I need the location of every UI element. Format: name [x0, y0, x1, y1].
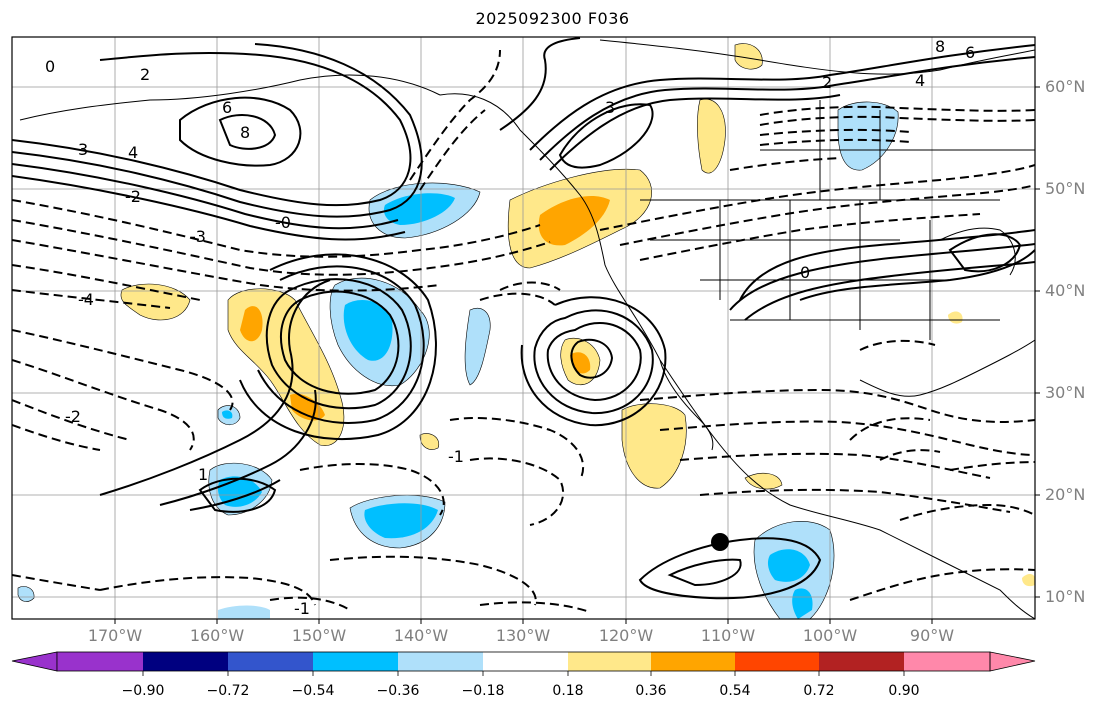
colorbar-label: 0.18 [552, 683, 584, 699]
lat-label: 40°N [1045, 281, 1086, 300]
contour-label: -2 [65, 407, 81, 426]
lon-label: 120°W [598, 626, 654, 645]
contour-label: 1 [198, 465, 208, 484]
contour-label: 8 [240, 123, 250, 142]
colorbar-extend-low [11, 651, 58, 672]
colorbar [11, 651, 1036, 676]
contour-label: -2 [125, 187, 141, 206]
colorbar-label: 0.54 [719, 683, 751, 699]
lon-label: 130°W [495, 626, 551, 645]
colorbar-outline [56, 651, 991, 672]
colorbar-cell [568, 652, 651, 671]
contour-label: -0 [275, 213, 291, 232]
contour-label: 3 [605, 98, 615, 117]
solid-contours [12, 37, 1035, 600]
lat-label: 50°N [1045, 179, 1086, 198]
colorbar-label: 0.72 [803, 683, 835, 699]
colorbar-cell [228, 652, 313, 671]
lon-label: 100°W [802, 626, 858, 645]
colorbar-label: 0.36 [635, 683, 667, 699]
contour-label: 3 [78, 140, 88, 159]
colorbar-label: 0.90 [888, 683, 920, 699]
contour-label: 0 [45, 57, 55, 76]
colorbar-label: −0.54 [291, 683, 335, 699]
dashed-contours [12, 49, 1035, 613]
lon-label: 150°W [291, 626, 347, 645]
colorbar-label: −0.72 [206, 683, 250, 699]
colorbar-cell [143, 652, 228, 671]
lat-label: 60°N [1045, 77, 1086, 96]
lon-label: 170°W [87, 626, 143, 645]
contour-label: 4 [128, 143, 138, 162]
contour-label: 8 [935, 37, 945, 56]
lon-label: 90°W [909, 626, 955, 645]
colorbar-cell [904, 652, 990, 671]
colorbar-cell [398, 652, 483, 671]
lat-label: 30°N [1045, 383, 1086, 402]
coastlines [19, 39, 1035, 619]
lon-label: 140°W [393, 626, 449, 645]
contour-label: 4 [915, 71, 925, 90]
contour-label: -1 [448, 447, 464, 466]
colorbar-extend-high [989, 651, 1036, 672]
colorbar-label: −0.18 [461, 683, 505, 699]
map-title: 2025092300 F036 [475, 9, 630, 28]
axis-ticks [114, 86, 1040, 624]
colorbar-label: −0.90 [121, 683, 165, 699]
contour-label: -3 [190, 227, 206, 246]
contour-label: 0 [800, 263, 810, 282]
colorbar-cell [57, 652, 143, 671]
contour-label: 6 [222, 98, 232, 117]
lat-label: 20°N [1045, 485, 1086, 504]
contour-label: 2 [140, 65, 150, 84]
lon-label: 160°W [189, 626, 245, 645]
contour-label: -4 [78, 290, 94, 309]
colorbar-label: −0.36 [376, 683, 420, 699]
contour-label-layer: 0 2 3 4 6 8 -0 -2 -3 -4 1 -1 3 2 0 -1 -2… [45, 37, 975, 618]
colorbar-cell [651, 652, 735, 671]
contour-label: 6 [965, 43, 975, 62]
colorbar-cell [313, 652, 398, 671]
storm-center-marker [711, 533, 729, 551]
colorbar-cell [735, 652, 819, 671]
contour-label: -1 [294, 599, 310, 618]
colorbar-cell [483, 652, 568, 671]
colorbar-cell [819, 652, 904, 671]
contour-label: 2 [822, 73, 832, 92]
lat-label: 10°N [1045, 587, 1086, 606]
lon-label: 110°W [700, 626, 756, 645]
graticule [12, 37, 1035, 619]
